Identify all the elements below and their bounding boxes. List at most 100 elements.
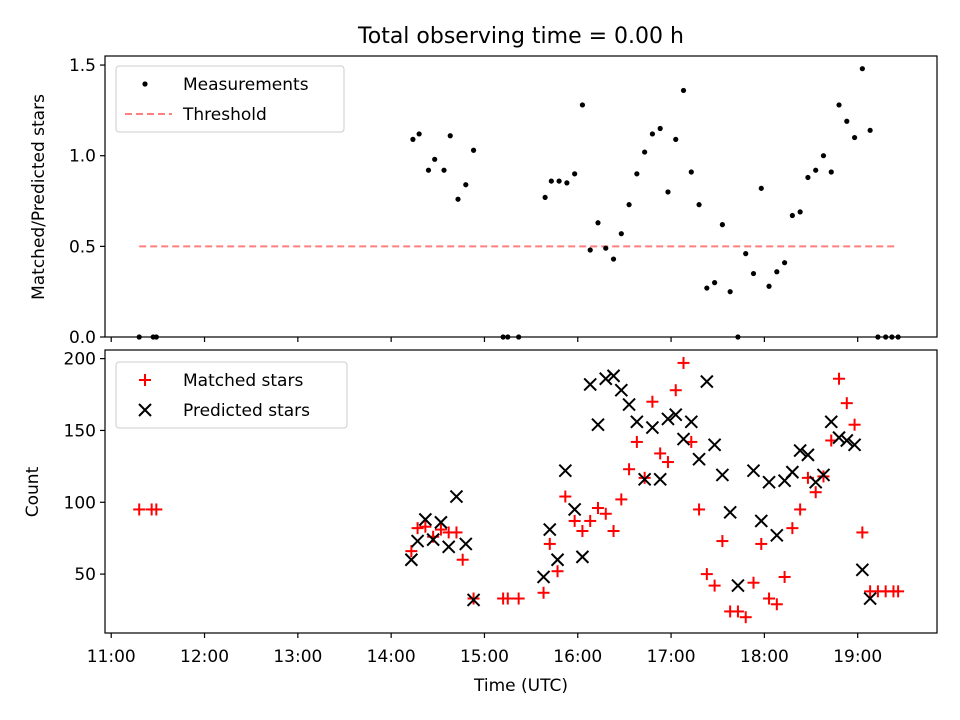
measurement-point: [727, 289, 733, 295]
measurement-point: [416, 131, 422, 137]
predicted-star-point: [840, 433, 854, 448]
matched-star-point: [693, 503, 706, 516]
measurement-point: [572, 171, 578, 177]
measurement-point: [828, 169, 834, 175]
predicted-star-point: [661, 412, 675, 426]
matched-star-point: [607, 525, 620, 538]
matched-star-point: [708, 579, 721, 592]
measurement-point: [875, 334, 881, 340]
predicted-star-point: [731, 578, 745, 593]
matched-star-point: [809, 486, 822, 499]
measurement-point: [516, 334, 522, 340]
matched-star-point: [615, 493, 628, 506]
predicted-star-point: [404, 553, 419, 567]
predicted-star-point: [847, 438, 862, 452]
measurement-point: [136, 334, 142, 340]
predicted-star-point: [543, 522, 557, 537]
top-series-layer: [136, 66, 901, 340]
matched-star-point: [599, 507, 612, 520]
measurement-point: [673, 136, 679, 142]
matched-star-point: [623, 463, 636, 476]
measurement-point: [820, 153, 827, 159]
measurement-point: [432, 156, 438, 162]
matched-star-point: [778, 570, 791, 583]
predicted-star-point: [785, 465, 800, 479]
predicted-star-point: [418, 512, 433, 527]
measurement-point: [813, 167, 819, 173]
measurement-point: [603, 245, 609, 251]
measurement-point: [883, 334, 889, 340]
predicted-star-point: [801, 448, 815, 462]
measurement-point: [463, 182, 469, 188]
x-tick-label: 15:00: [460, 647, 509, 667]
measurement-point: [447, 133, 453, 139]
legend-measurements-marker: [142, 81, 148, 87]
measurement-point: [610, 256, 617, 262]
matched-star-point: [543, 537, 556, 550]
measurement-point: [542, 194, 548, 201]
measurement-point: [712, 280, 718, 286]
measurement-point: [618, 231, 624, 237]
legend-predicted-marker: [138, 403, 152, 417]
top-x-ticks: [110, 337, 859, 342]
top-chart-title: Total observing time = 0.00 h: [357, 24, 684, 49]
matched-star-point: [467, 592, 480, 605]
matched-star-point: [700, 568, 713, 581]
measurement-point: [889, 334, 895, 340]
matched-star-point: [591, 502, 604, 515]
bottom-plot: 50 100 150 200 11:00 12:00 13:00 14:00 15:00 16:…: [23, 349, 938, 696]
matched-star-point: [770, 598, 783, 611]
measurement-point: [758, 185, 764, 191]
predicted-star-point: [723, 505, 737, 520]
measurement-point: [766, 283, 772, 289]
matched-star-point: [669, 384, 682, 397]
predicted-star-point: [816, 468, 831, 482]
top-y-tick-label: 1.0: [69, 147, 96, 167]
legend-matched-marker: [139, 374, 151, 386]
matched-star-point: [630, 435, 643, 448]
top-y-ticks: 0.0 0.5 1.0 1.5: [69, 56, 105, 348]
measurement-point: [688, 169, 694, 175]
top-y-tick-label: 0.0: [69, 328, 96, 348]
predicted-star-point: [707, 438, 722, 452]
measurement-point: [696, 202, 702, 208]
predicted-star-point: [591, 417, 605, 432]
matched-star-point: [786, 522, 799, 535]
measurement-point: [665, 189, 671, 195]
bottom-y-ticks: 50 100 150 200: [64, 350, 105, 585]
matched-star-point: [833, 372, 846, 385]
predicted-star-point: [754, 514, 768, 528]
x-tick-label: 13:00: [273, 647, 322, 667]
predicted-star-point: [567, 502, 582, 517]
matched-star-point: [434, 523, 447, 536]
predicted-star-point: [558, 463, 573, 478]
x-tick-label: 14:00: [367, 647, 416, 667]
top-y-tick-label: 1.5: [69, 56, 96, 76]
predicted-star-point: [583, 377, 597, 392]
predicted-star-point: [746, 463, 761, 478]
predicted-star-point: [459, 537, 473, 551]
legend-predicted-label: Predicted stars: [183, 401, 310, 421]
predicted-star-point: [630, 415, 644, 429]
measurement-point: [774, 269, 780, 275]
matched-star-point: [840, 397, 853, 410]
measurement-point: [844, 118, 850, 124]
x-tick-label: 17:00: [647, 647, 696, 667]
measurement-point: [649, 131, 656, 137]
measurement-point: [153, 334, 159, 340]
predicted-star-point: [614, 383, 629, 397]
matched-star-point: [584, 514, 597, 527]
predicted-star-point: [449, 489, 464, 504]
measurement-point: [500, 334, 506, 340]
bottom-y-tick-label: 150: [64, 421, 96, 441]
matched-star-point: [576, 525, 589, 538]
predicted-star-point: [669, 407, 683, 422]
measurement-point: [441, 167, 447, 173]
measurement-point: [642, 149, 648, 155]
legend-matched-label: Matched stars: [183, 371, 303, 391]
predicted-star-point: [599, 372, 613, 386]
matched-star-point: [450, 526, 463, 539]
predicted-star-point: [653, 472, 667, 486]
measurement-point: [859, 66, 865, 72]
predicted-star-point: [441, 540, 456, 554]
